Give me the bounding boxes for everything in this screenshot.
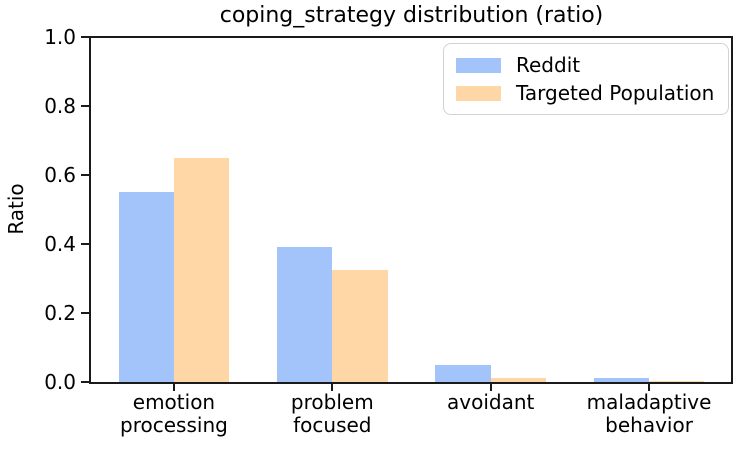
bar-targeted-population [490,377,547,382]
y-tick-label: 0.2 [44,301,76,325]
x-tick-mark [489,384,492,391]
x-tick-label: maladaptive behavior [586,390,712,437]
y-tick-mark [81,36,89,38]
legend-swatch [456,57,501,73]
x-tick-mark [172,384,175,391]
y-tick-mark [81,381,89,383]
bar-targeted-population [173,157,230,382]
legend-item: Targeted Population [456,80,716,106]
x-tick-mark [331,384,334,391]
y-tick-label: 0.0 [44,370,76,394]
bar-targeted-population [649,380,705,382]
x-tick-label: emotion processing [120,390,228,437]
bar-reddit [118,192,174,382]
x-tick-label: avoidant [446,390,535,414]
bar-reddit [593,377,650,382]
legend-swatch [456,85,501,101]
chart-title: coping_strategy distribution (ratio) [219,3,604,28]
legend-label: Reddit [516,53,581,77]
bar-reddit [435,364,491,382]
y-tick-mark [81,243,89,245]
x-tick-label: problem focused [290,390,374,437]
legend: Reddit Targeted Population [443,43,729,115]
y-tick-mark [81,312,89,314]
bar-reddit [276,247,333,382]
bar-targeted-population [332,269,388,382]
legend-label: Targeted Population [516,81,715,105]
y-axis-label: Ratio [4,183,28,235]
y-tick-label: 0.8 [44,94,76,118]
legend-item: Reddit [456,52,716,78]
y-tick-label: 0.6 [44,163,76,187]
y-tick-mark [81,105,89,107]
x-tick-mark [648,384,651,391]
y-tick-label: 0.4 [44,232,76,256]
y-tick-mark [81,174,89,176]
y-tick-label: 1.0 [44,25,76,49]
